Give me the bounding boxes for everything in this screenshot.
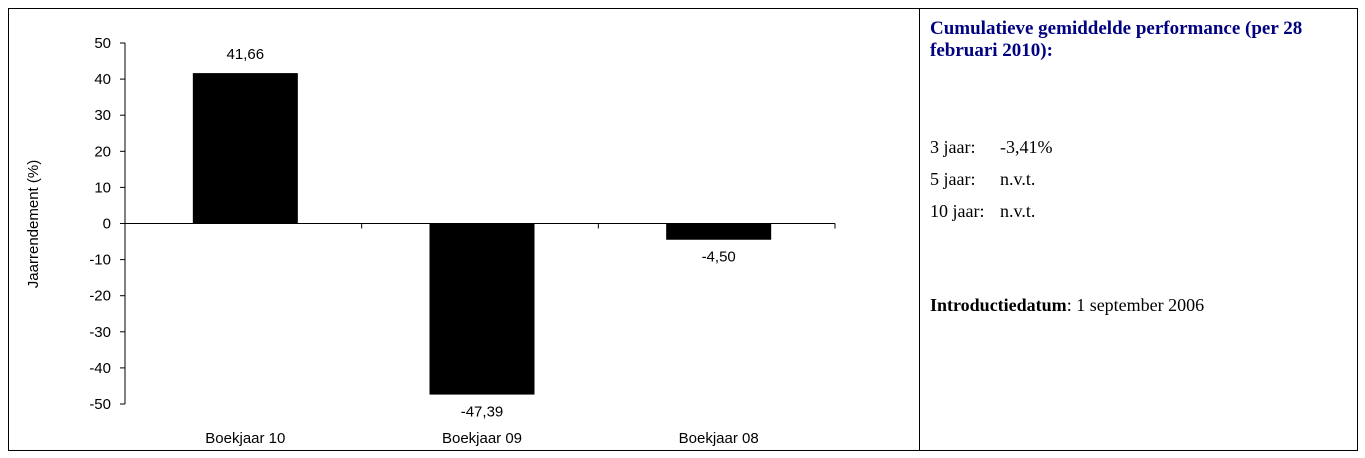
bar — [429, 223, 535, 395]
perf-label: 10 jaar: — [930, 201, 985, 221]
y-tick-label: -50 — [89, 396, 111, 413]
intro-key: Introductiedatum — [930, 295, 1067, 315]
y-tick-label: -30 — [89, 324, 111, 341]
bar-chart: 50 40 30 20 10 0 -10 -20 -30 -40 -50 41,66 Boekjaar… — [25, 35, 836, 447]
perf-value: -3,41% — [1000, 137, 1053, 157]
y-tick-label: 10 — [94, 179, 111, 196]
data-label: 41,66 — [227, 46, 265, 63]
y-tick-label: 0 — [103, 216, 111, 233]
perf-row-3y: 3 jaar: -3,41% — [930, 136, 1053, 158]
panel-divider — [919, 8, 920, 451]
performance-panel: Cumulatieve gemiddelde performance (per … — [930, 8, 1355, 451]
perf-label: 3 jaar: — [930, 137, 976, 157]
intro-value: : 1 september 2006 — [1066, 295, 1205, 315]
bar — [666, 223, 772, 240]
y-tick-label: -20 — [89, 288, 111, 305]
y-tick-label: -10 — [89, 252, 111, 269]
perf-label: 5 jaar: — [930, 169, 976, 189]
panel-title: Cumulatieve gemiddelde performance (per … — [930, 18, 1303, 61]
y-tick-label: 30 — [94, 107, 111, 124]
perf-row-5y: 5 jaar: n.v.t. — [930, 168, 1035, 190]
y-tick-label: 50 — [94, 35, 111, 52]
perf-value: n.v.t. — [1000, 169, 1036, 189]
y-axis-label: Jaarrendement (%) — [25, 160, 42, 288]
y-tick-label: 40 — [94, 71, 111, 88]
perf-row-10y: 10 jaar: n.v.t. — [930, 200, 1035, 222]
y-tick-label: -40 — [89, 360, 111, 377]
data-label: -47,39 — [461, 404, 504, 421]
category-label: Boekjaar 08 — [679, 430, 759, 447]
bar — [192, 73, 298, 224]
perf-value: n.v.t. — [1000, 201, 1036, 221]
y-tick-label: 20 — [94, 143, 111, 160]
data-label: -4,50 — [702, 249, 736, 266]
category-label: Boekjaar 10 — [205, 430, 285, 447]
introduction-date: Introductiedatum: 1 september 2006 — [930, 294, 1204, 316]
category-label: Boekjaar 09 — [442, 430, 522, 447]
